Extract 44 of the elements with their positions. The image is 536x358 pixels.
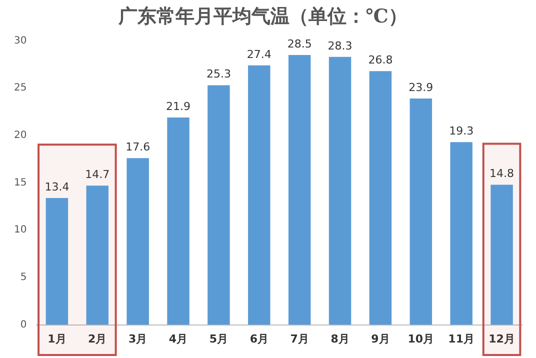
bar bbox=[369, 71, 392, 325]
bar bbox=[126, 158, 149, 325]
data-label: 25.3 bbox=[206, 68, 231, 81]
bar bbox=[167, 117, 190, 325]
chart-title: 广东常年月平均气温（单位：℃） bbox=[118, 5, 408, 28]
y-tick-label: 5 bbox=[20, 272, 27, 284]
data-label: 14.7 bbox=[85, 168, 110, 181]
data-label: 23.9 bbox=[408, 80, 434, 94]
x-tick-label: 12月 bbox=[488, 332, 515, 346]
x-tick-label: 7月 bbox=[290, 332, 309, 346]
bar bbox=[86, 186, 109, 325]
data-label: 21.9 bbox=[166, 100, 191, 113]
x-tick-label: 2月 bbox=[88, 332, 107, 346]
y-tick-label: 20 bbox=[14, 130, 27, 142]
data-label: 19.3 bbox=[449, 124, 474, 138]
data-label: 26.8 bbox=[368, 53, 393, 66]
bar bbox=[328, 56, 352, 325]
data-label: 28.5 bbox=[287, 37, 312, 50]
data-label: 27.4 bbox=[246, 48, 272, 61]
y-tick-label: 10 bbox=[14, 224, 27, 236]
x-tick-label: 5月 bbox=[209, 332, 228, 346]
y-tick-label: 30 bbox=[14, 35, 27, 46]
bar bbox=[490, 184, 513, 325]
bar bbox=[248, 65, 270, 325]
data-label: 13.4 bbox=[44, 180, 70, 194]
x-tick-label: 4月 bbox=[168, 332, 188, 346]
y-tick-label: 0 bbox=[20, 319, 27, 330]
data-label: 28.3 bbox=[328, 39, 352, 52]
y-tick-label: 15 bbox=[14, 177, 27, 188]
bar bbox=[208, 85, 230, 325]
x-tick-label: 9月 bbox=[371, 332, 390, 346]
x-tick-label: 6月 bbox=[250, 332, 268, 346]
data-label: 17.6 bbox=[126, 140, 150, 154]
y-tick-label: 25 bbox=[14, 82, 27, 94]
bar bbox=[450, 142, 472, 325]
x-tick-label: 11月 bbox=[448, 332, 474, 346]
x-tick-label: 3月 bbox=[128, 332, 148, 346]
x-tick-label: 10月 bbox=[408, 332, 434, 346]
bar bbox=[410, 98, 432, 325]
bar bbox=[288, 55, 311, 325]
x-tick-label: 1月 bbox=[48, 332, 66, 346]
data-label: 14.8 bbox=[490, 167, 514, 180]
bar bbox=[46, 198, 68, 325]
x-tick-label: 8月 bbox=[330, 332, 350, 346]
